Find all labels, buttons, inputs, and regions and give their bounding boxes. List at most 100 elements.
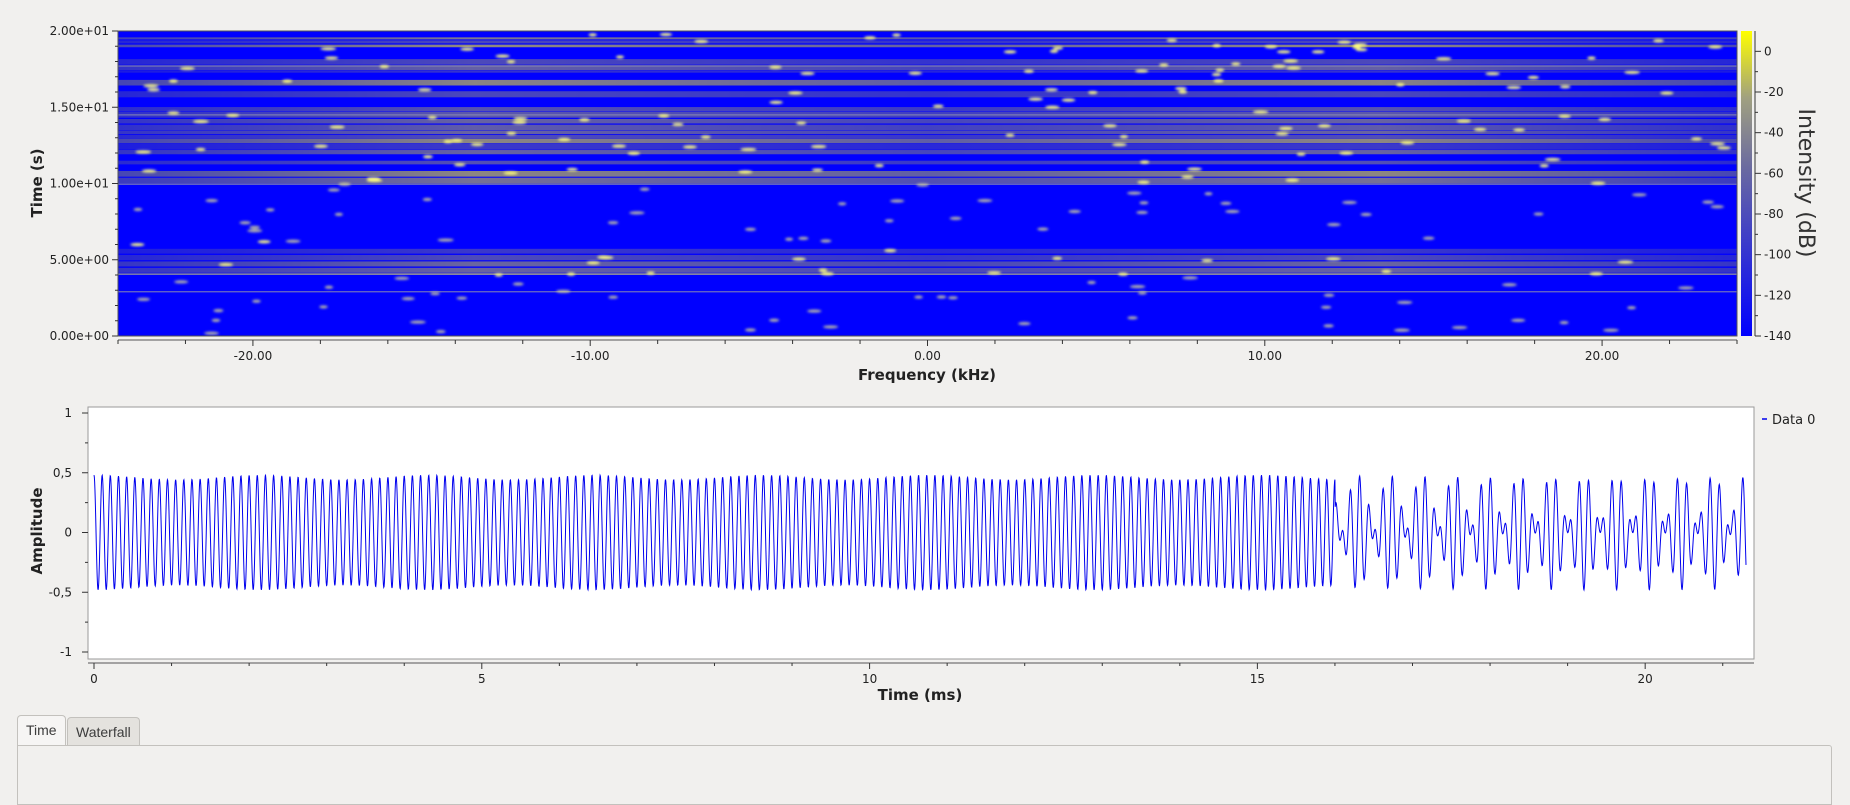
tab-time[interactable]: Time bbox=[17, 715, 66, 745]
waterfall-hotspot bbox=[788, 91, 803, 95]
waterfall-hotspot bbox=[1283, 59, 1299, 63]
waterfall-hotspot bbox=[334, 212, 343, 216]
waterfall-y-label: Time (s) bbox=[28, 148, 46, 217]
waterfall-hotspot bbox=[1220, 201, 1232, 205]
waterfall-hotspot bbox=[769, 100, 783, 104]
waterfall-hotspot bbox=[1178, 90, 1188, 94]
waterfall-band-row bbox=[118, 44, 1737, 48]
waterfall-hotspot bbox=[556, 289, 571, 293]
waterfall-band-row bbox=[118, 150, 1737, 155]
waterfall-hotspot bbox=[1201, 259, 1213, 263]
waterfall-hotspot bbox=[744, 328, 757, 332]
time-x-axis: 0 5 10 15 20 bbox=[88, 662, 1754, 686]
waterfall-chart: 0.00e+00 5.00e+00 1.00e+01 1.50e+01 2.00e+01… bbox=[28, 24, 1818, 384]
waterfall-hotspot bbox=[1422, 236, 1435, 240]
waterfall-hotspot bbox=[1252, 110, 1269, 114]
waterfall-hotspot bbox=[1044, 88, 1058, 92]
waterfall-y-tick-label: 5.00e+00 bbox=[50, 253, 109, 267]
waterfall-hotspot bbox=[422, 197, 432, 202]
time-y-tick-label: -1 bbox=[60, 645, 72, 659]
waterfall-y-tick-label: 2.00e+01 bbox=[50, 24, 109, 38]
waterfall-hotspot bbox=[1136, 210, 1148, 215]
waterfall-hotspot bbox=[892, 33, 901, 37]
waterfall-hotspot bbox=[1140, 160, 1150, 164]
waterfall-hotspot bbox=[1473, 127, 1487, 132]
colorbar-tick-label: -140 bbox=[1764, 329, 1791, 343]
waterfall-hotspot bbox=[174, 280, 189, 284]
waterfall-hotspot bbox=[1327, 222, 1341, 227]
waterfall-hotspot bbox=[1181, 175, 1194, 179]
waterfall-hotspot bbox=[430, 291, 440, 296]
waterfall-hotspot bbox=[1617, 260, 1634, 264]
waterfall-band-row bbox=[118, 143, 1737, 150]
waterfall-hotspot bbox=[936, 295, 947, 299]
waterfall-hotspot bbox=[1127, 316, 1138, 320]
waterfall-hotspot bbox=[1513, 128, 1526, 132]
waterfall-hotspot bbox=[1558, 114, 1571, 118]
colorbar-tick-label: -60 bbox=[1764, 166, 1784, 180]
waterfall-hotspot bbox=[607, 221, 619, 225]
waterfall-hotspot bbox=[327, 188, 340, 192]
waterfall-hotspot bbox=[512, 120, 527, 125]
waterfall-hotspot bbox=[167, 111, 180, 115]
waterfall-hotspot bbox=[1400, 141, 1415, 145]
waterfall-hotspot bbox=[133, 207, 143, 212]
waterfall-hotspot bbox=[566, 272, 576, 276]
waterfall-hotspot bbox=[1213, 79, 1224, 83]
waterfall-hotspot bbox=[1118, 272, 1129, 276]
waterfall-hotspot bbox=[1279, 126, 1293, 131]
waterfall-hotspot bbox=[1355, 47, 1368, 52]
waterfall-x-tick-label: 0.00 bbox=[914, 349, 941, 363]
waterfall-hotspot bbox=[460, 47, 474, 51]
time-y-tick-label: 1 bbox=[64, 406, 72, 420]
waterfall-hotspot bbox=[579, 118, 590, 122]
waterfall-hotspot bbox=[694, 39, 709, 43]
waterfall-hotspot bbox=[1436, 57, 1452, 61]
waterfall-hotspot bbox=[608, 295, 618, 299]
waterfall-hotspot bbox=[141, 169, 157, 173]
waterfall-hotspot bbox=[1456, 119, 1471, 123]
waterfall-hotspot bbox=[409, 320, 426, 324]
waterfall-hotspot bbox=[1127, 191, 1142, 195]
waterfall-hotspot bbox=[147, 88, 160, 92]
waterfall-band-row bbox=[118, 248, 1737, 254]
colorbar-tick-label: -80 bbox=[1764, 207, 1784, 221]
tab-waterfall[interactable]: Waterfall bbox=[67, 717, 140, 745]
waterfall-hotspot bbox=[672, 122, 684, 126]
waterfall-hotspot bbox=[1323, 293, 1335, 297]
waterfall-hotspot bbox=[1702, 200, 1715, 204]
waterfall-hotspot bbox=[1087, 280, 1096, 285]
waterfall-hotspot bbox=[453, 163, 466, 167]
waterfall-hotspot bbox=[611, 144, 627, 148]
waterfall-hotspot bbox=[566, 167, 578, 172]
waterfall-hotspot bbox=[247, 229, 263, 233]
waterfall-hotspot bbox=[1485, 72, 1500, 76]
waterfall-hotspot bbox=[629, 211, 645, 215]
waterfall-hotspot bbox=[1342, 200, 1357, 205]
waterfall-hotspot bbox=[204, 331, 219, 335]
waterfall-hotspot bbox=[324, 285, 334, 289]
time-x-tick-label: 20 bbox=[1638, 672, 1653, 686]
waterfall-hotspot bbox=[192, 119, 209, 124]
colorbar bbox=[1741, 31, 1752, 336]
waterfall-hotspot bbox=[1311, 50, 1325, 54]
waterfall-hotspot bbox=[1627, 306, 1637, 310]
waterfall-hotspot bbox=[470, 142, 484, 147]
waterfall-hotspot bbox=[588, 33, 597, 37]
waterfall-hotspot bbox=[1710, 205, 1724, 209]
waterfall-band-row bbox=[118, 79, 1737, 86]
waterfall-hotspot bbox=[800, 71, 815, 76]
waterfall-hotspot bbox=[1589, 272, 1603, 276]
tab-panel bbox=[17, 745, 1832, 805]
waterfall-hotspot bbox=[285, 239, 301, 243]
waterfall-hotspot bbox=[1061, 98, 1076, 102]
waterfall-hotspot bbox=[1506, 85, 1522, 90]
waterfall-hotspot bbox=[1451, 325, 1468, 330]
waterfall-hotspot bbox=[1533, 212, 1544, 216]
waterfall-hotspot bbox=[987, 271, 1002, 275]
waterfall-hotspot bbox=[700, 135, 711, 139]
waterfall-hotspot bbox=[1631, 193, 1647, 197]
waterfall-hotspot bbox=[456, 296, 468, 300]
waterfall-hotspot bbox=[265, 208, 275, 212]
waterfall-hotspot bbox=[1544, 157, 1561, 162]
